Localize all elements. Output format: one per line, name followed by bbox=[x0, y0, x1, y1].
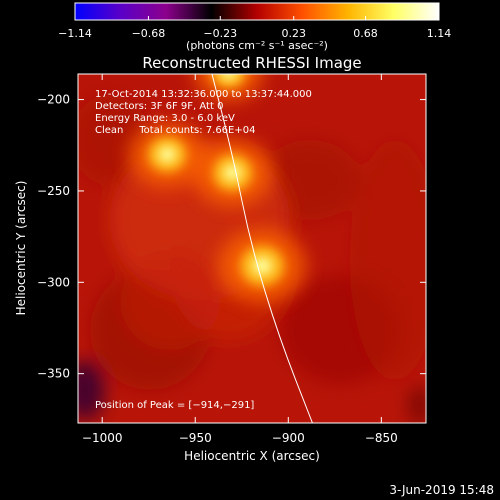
colorbar-tick-label: −0.23 bbox=[203, 27, 237, 40]
source-core bbox=[252, 257, 272, 275]
annotation-time-range: 17-Oct-2014 13:32:36.000 to 13:37:44.000 bbox=[95, 89, 312, 100]
y-tick-label: −350 bbox=[37, 367, 70, 381]
colorbar-ticks: −1.14 −0.68 −0.23 0.23 0.68 1.14 bbox=[58, 16, 451, 40]
x-tick-label: −1000 bbox=[82, 431, 123, 445]
x-axis-label: Heliocentric X (arcsec) bbox=[184, 449, 320, 463]
x-tick-label: −950 bbox=[179, 431, 212, 445]
source-core bbox=[158, 146, 176, 162]
colorbar-bar bbox=[74, 2, 440, 21]
y-axis-label: Heliocentric Y (arcsec) bbox=[14, 181, 28, 316]
annotation-energy-range: Energy Range: 3.0 - 6.0 keV bbox=[95, 113, 235, 124]
source-layer bbox=[128, 74, 307, 303]
x-tick-label: −900 bbox=[272, 431, 305, 445]
source-core bbox=[221, 74, 236, 79]
annotations: 17-Oct-2014 13:32:36.000 to 13:37:44.000… bbox=[95, 89, 312, 411]
y-axis: −350 −300 −250 −200 bbox=[37, 93, 426, 381]
colorbar-label: (photons cm⁻² s⁻¹ asec⁻²) bbox=[186, 39, 328, 52]
chart-title: Reconstructed RHESSI Image bbox=[142, 54, 361, 72]
plot-area bbox=[78, 74, 426, 423]
colorbar-tick-label: 1.14 bbox=[427, 27, 452, 40]
colorbar-tick-label: 0.68 bbox=[353, 27, 378, 40]
colorbar: −1.14 −0.68 −0.23 0.23 0.68 1.14 (photons cm⁻… bbox=[58, 2, 451, 52]
y-tick-label: −250 bbox=[37, 184, 70, 198]
solar-limb-line bbox=[211, 74, 313, 423]
annotation-clean-counts: Clean Total counts: 7.66E+04 bbox=[95, 125, 255, 136]
y-tick-label: −300 bbox=[37, 275, 70, 289]
annotation-peak-position: Position of Peak = [−914,−291] bbox=[95, 400, 254, 411]
x-axis: −1000 −950 −900 −850 bbox=[82, 74, 398, 445]
y-tick-label: −200 bbox=[37, 93, 70, 107]
plot-frame bbox=[77, 73, 427, 424]
colorbar-tick-label: −0.68 bbox=[132, 27, 166, 40]
annotation-detectors: Detectors: 3F 6F 9F, Att 0 bbox=[95, 101, 223, 112]
colorbar-tick-label: 0.23 bbox=[281, 27, 306, 40]
colorbar-tick-label: −1.14 bbox=[58, 27, 92, 40]
x-tick-label: −850 bbox=[365, 431, 398, 445]
source-core bbox=[223, 164, 242, 181]
footer-date: 3-Jun-2019 15:48 bbox=[389, 483, 494, 497]
source-halo bbox=[211, 74, 246, 88]
